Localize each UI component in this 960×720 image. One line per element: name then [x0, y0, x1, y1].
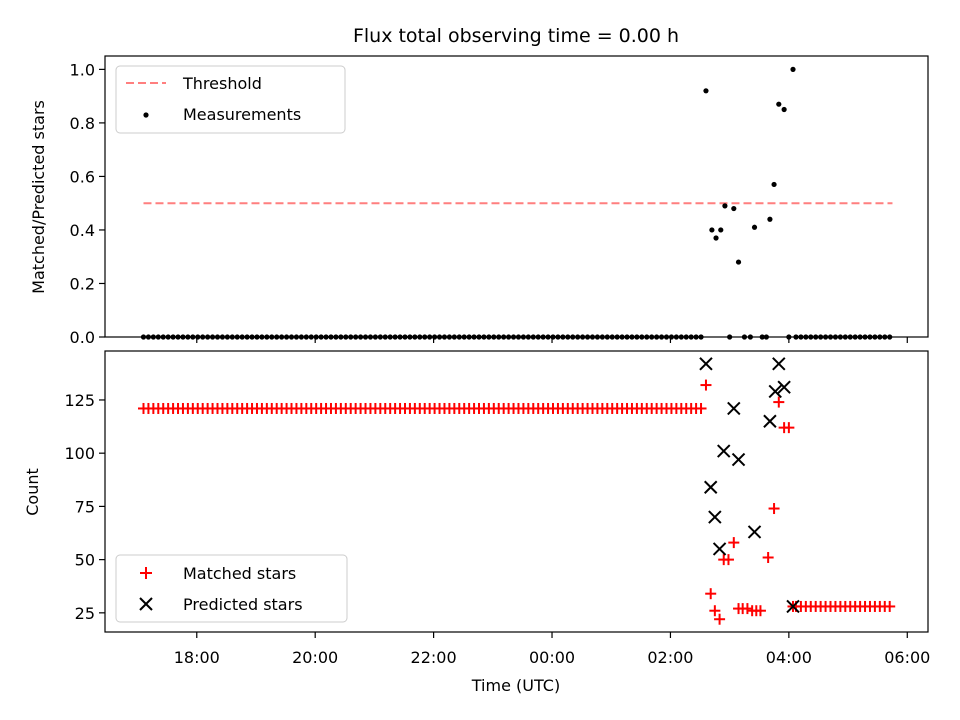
measurement-point — [771, 181, 777, 188]
x-tick-label: 20:00 — [292, 648, 338, 667]
measurement-point — [709, 227, 715, 233]
measurement-point — [735, 259, 742, 265]
predicted-star-point — [708, 510, 722, 524]
legend-matched-label: Matched stars — [183, 564, 296, 583]
matched-star-point — [722, 554, 734, 566]
x-axis-label: Time (UTC) — [471, 676, 560, 695]
matched-star-point — [762, 551, 774, 563]
matched-star-point — [700, 379, 712, 391]
bottom-y-ticks: 25 50 75 100 125 — [64, 391, 105, 623]
bottom-y-tick-label: 25 — [75, 604, 95, 623]
measurement-point — [718, 227, 724, 233]
x-tick-label: 06:00 — [884, 648, 930, 667]
measurement-point — [751, 224, 758, 230]
top-x-ticks — [196, 337, 908, 343]
top-legend-frame — [115, 65, 346, 134]
x-tick-label: 18:00 — [174, 648, 220, 667]
matched-star-point — [783, 422, 795, 434]
top-y-tick-label: 0.2 — [70, 274, 95, 293]
predicted-star-point — [777, 380, 791, 394]
bottom-plot-frame — [104, 350, 929, 633]
predicted-star-point — [747, 525, 762, 539]
x-tick-label: 02:00 — [647, 648, 693, 667]
bottom-y-tick-label: 125 — [64, 391, 95, 410]
predicted-star-point — [703, 480, 718, 494]
legend-predicted-swatch — [139, 597, 153, 611]
measurement-point — [731, 205, 737, 212]
bottom-legend: Matched stars Predicted stars — [115, 554, 348, 623]
bottom-panel: 25 50 75 100 125 18:00 20:00 22:00 00:00 02:00 04… — [23, 350, 930, 695]
predicted-star-point — [786, 599, 800, 614]
matched-star-point — [754, 605, 766, 617]
measurement-point — [776, 101, 782, 107]
bottom-y-axis-label: Count — [23, 468, 42, 516]
bottom-legend-frame — [115, 554, 348, 623]
x-tick-label: 22:00 — [411, 648, 457, 667]
top-y-tick-label: 1.0 — [70, 60, 95, 79]
matched-star-point — [768, 503, 780, 515]
chart-title: Flux total observing time = 0.00 h — [353, 25, 679, 47]
bottom-y-tick-label: 50 — [75, 551, 95, 570]
top-y-tick-label: 0.0 — [70, 328, 95, 347]
matched-star-point — [709, 605, 721, 617]
top-y-tick-label: 0.6 — [70, 167, 95, 186]
predicted-star-point — [699, 357, 713, 371]
top-y-ticks: 0.0 0.2 0.4 0.6 0.8 1.0 — [70, 60, 105, 347]
matched-star-point — [741, 603, 753, 615]
measurement-point — [713, 235, 719, 241]
measurement-point — [722, 203, 728, 209]
measurement-point — [703, 88, 709, 94]
top-y-tick-label: 0.8 — [70, 114, 95, 133]
legend-measurements-label: Measurements — [183, 105, 301, 124]
measurement-point — [767, 216, 773, 222]
top-legend: Threshold Measurements — [115, 65, 346, 134]
predicted-star-point — [727, 401, 741, 416]
predicted-star-point — [712, 542, 727, 556]
matched-star-point — [705, 588, 717, 600]
matched-star-point — [884, 600, 896, 612]
top-plot-frame — [104, 55, 929, 338]
legend-measurements-swatch — [143, 112, 149, 118]
legend-matched-swatch — [140, 567, 152, 579]
top-y-axis-label: Matched/Predicted stars — [29, 100, 48, 294]
predicted-star-point — [763, 414, 777, 428]
bottom-x-ticks: 18:00 20:00 22:00 00:00 02:00 04:00 06:00 — [174, 632, 930, 667]
top-panel: 0.0 0.2 0.4 0.6 0.8 1.0 Matched/Predicted sta… — [29, 55, 929, 347]
matched-star-point — [728, 537, 740, 549]
measurement-point — [790, 66, 796, 72]
bottom-y-tick-label: 100 — [64, 444, 95, 463]
bottom-data-layer — [137, 357, 896, 625]
predicted-star-point — [731, 452, 746, 467]
matched-star-point — [714, 613, 726, 625]
matched-star-point — [773, 396, 785, 408]
predicted-star-point — [768, 384, 782, 399]
x-tick-label: 04:00 — [766, 648, 812, 667]
matched-star-point — [695, 402, 707, 414]
legend-threshold-label: Threshold — [182, 74, 262, 93]
bottom-y-tick-label: 75 — [75, 497, 95, 516]
legend-predicted-label: Predicted stars — [183, 595, 303, 614]
predicted-star-point — [717, 444, 731, 458]
measurement-point — [781, 106, 787, 113]
top-y-tick-label: 0.4 — [70, 221, 95, 240]
x-tick-label: 00:00 — [529, 648, 575, 667]
predicted-star-point — [772, 357, 786, 371]
